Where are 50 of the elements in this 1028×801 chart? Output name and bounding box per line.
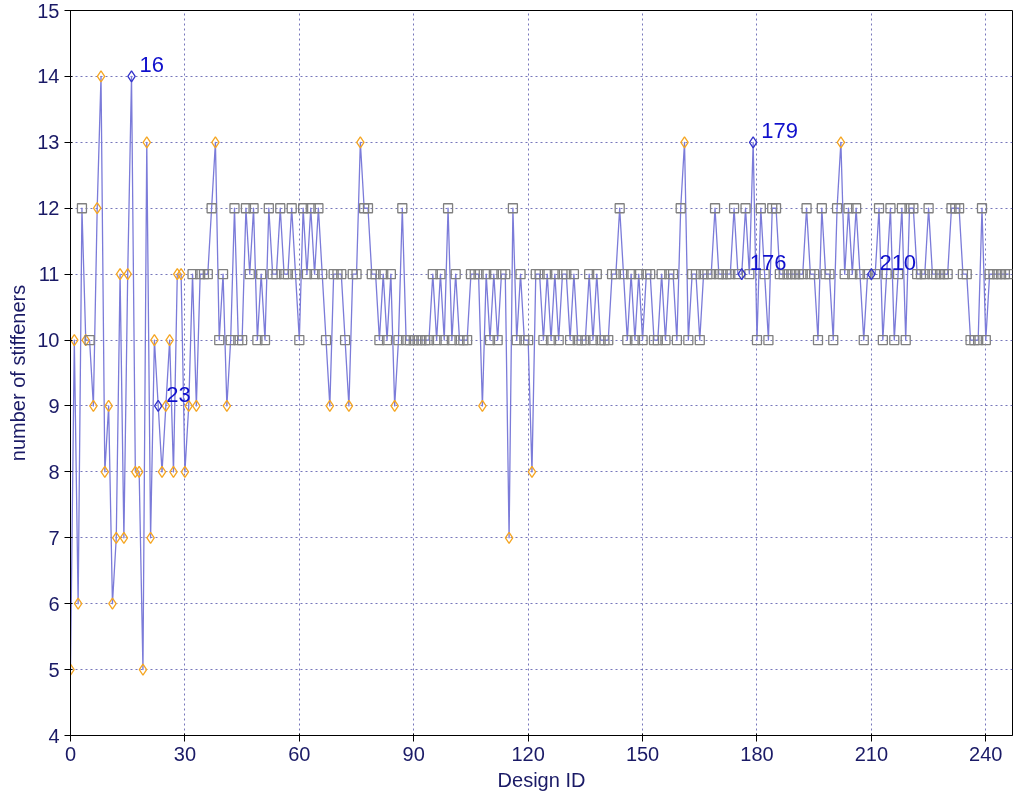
point [100, 465, 110, 479]
point [176, 267, 186, 281]
x-tick-label: 150 [625, 742, 660, 765]
point [527, 465, 537, 479]
y-tick-label: 9 [48, 394, 60, 417]
x-tick-label: 0 [64, 742, 77, 765]
y-tick-label: 5 [48, 658, 60, 681]
point [153, 399, 163, 413]
y-tick-label: 15 [37, 0, 60, 22]
point [157, 465, 167, 479]
point [172, 267, 182, 281]
point [737, 267, 747, 281]
y-tick-label: 7 [48, 526, 60, 549]
x-tick-label: 90 [402, 742, 425, 765]
annotation: 16 [139, 52, 164, 78]
x-tick-label: 180 [740, 742, 774, 765]
point [134, 465, 144, 479]
x-tick-label: 120 [511, 742, 545, 765]
point [142, 136, 152, 149]
point [504, 531, 514, 544]
x-tick-label: 240 [969, 742, 1003, 765]
point [92, 202, 102, 215]
x-tick-label: 30 [173, 742, 197, 765]
point [836, 136, 846, 149]
point [325, 399, 335, 413]
point [344, 399, 354, 413]
x-tick-label: 210 [854, 742, 889, 765]
point [138, 663, 148, 676]
point [115, 267, 125, 281]
point [96, 70, 106, 83]
point [748, 136, 758, 149]
x-tick-label: 60 [288, 742, 311, 765]
point [123, 267, 133, 281]
y-tick-label: 13 [37, 131, 60, 154]
point [111, 531, 121, 544]
point [222, 399, 232, 413]
y-tick-label: 6 [48, 592, 60, 615]
point [119, 531, 129, 544]
annotation: 179 [761, 118, 798, 144]
y-tick-label: 11 [38, 263, 60, 286]
x-axis-title: Design ID [497, 768, 586, 791]
point [73, 597, 83, 610]
point [81, 333, 91, 347]
y-tick-label: 14 [37, 65, 60, 88]
point [180, 465, 190, 479]
y-tick-label: 4 [48, 724, 60, 747]
y-tick-label: 10 [37, 329, 60, 352]
y-axis-title: number of stiffeners [7, 284, 30, 462]
y-tick-label: 12 [37, 197, 60, 220]
y-tick-label: 8 [48, 460, 60, 483]
